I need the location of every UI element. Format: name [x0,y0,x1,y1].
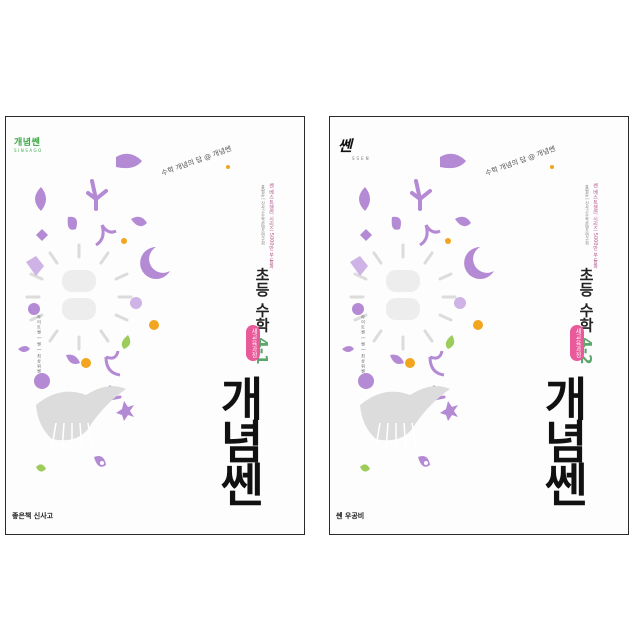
brand-text: 쎈 [338,137,352,155]
subject-label: 초등 수학 [253,267,271,333]
product-title: 개념쎈 [536,375,590,504]
brand-logo: 개념쎈 SINSAGO [14,135,43,153]
series-note: 쎈 베스트셀러 시리즈 5000만 부 돌파 [592,183,598,269]
publisher-logo: 쎈 우공비 [336,511,364,521]
brand-text: 개념쎈 [14,138,41,148]
publisher-name: 좋은책 신사고 [12,512,54,520]
level-series: 라이트쎈 | 쎈 | 최상위쎈 [37,315,42,374]
level-series: 라이트쎈 | 쎈 | 최상위쎈 [361,315,366,374]
publisher-name: 쎈 우공비 [336,512,365,520]
curriculum-badge: 새교육과정 [246,325,260,361]
book-cover-left: 개념쎈 SINSAGO 수학 개념의 답 @ 개념쎈 쎈 베스트셀러 시리즈 5… [5,116,305,535]
author-note: 홍범준 | 신사고수학콘텐츠연구회 [261,185,266,245]
cover-illustration [342,153,554,472]
cover-illustration [18,153,230,472]
brand-subtext: SSEN [352,156,371,161]
product-title: 개념쎈 [212,375,266,504]
brand-logo: 쎈 SSEN [338,135,371,161]
subject-label: 초등 수학 [577,267,595,333]
curriculum-badge: 새교육과정 [570,325,584,361]
book-cover-right: 쎈 SSEN 수학 개념의 답 @ 개념쎈 쎈 베스트셀러 시리즈 5000만 … [329,116,629,535]
author-note: 홍범준 | 신사고수학콘텐츠연구회 [585,185,590,245]
series-note: 쎈 베스트셀러 시리즈 5000만 부 돌파 [268,183,274,269]
brand-subtext: SINSAGO [14,148,43,153]
publisher-logo: 좋은책 신사고 [12,511,53,521]
